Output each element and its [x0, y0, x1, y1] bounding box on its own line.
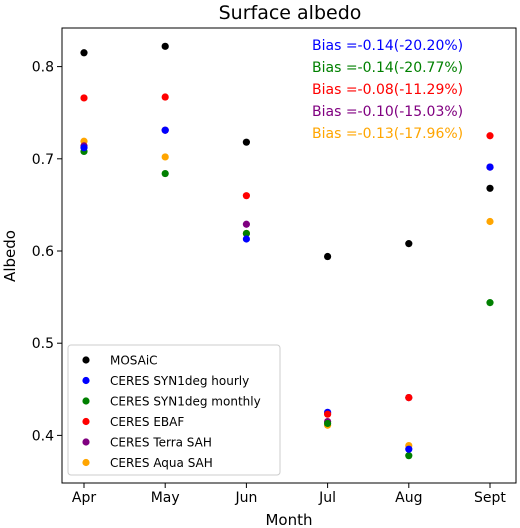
bias-annotation: Bias =-0.13(-17.96%) — [312, 126, 463, 142]
x-tick-label: Aug — [395, 490, 422, 506]
data-points — [80, 42, 494, 460]
point-ceres-ebaf — [486, 132, 494, 140]
point-ceres-ebaf — [324, 410, 332, 418]
point-mosaic — [405, 240, 413, 248]
point-ceres-ebaf — [405, 393, 413, 402]
point-mosaic — [486, 184, 494, 192]
y-tick-label: 0.7 — [32, 152, 54, 168]
point-ceres-syn1deg-hourly — [161, 126, 169, 134]
legend-marker — [82, 417, 90, 426]
point-ceres-syn1deg-hourly — [486, 163, 494, 171]
y-tick-label: 0.5 — [32, 336, 54, 352]
legend: MOSAiC CERES SYN1deg hourly CERES SYN1deg … — [67, 344, 281, 476]
y-tick-label: 0.6 — [32, 244, 54, 260]
legend-label: CERES SYN1deg hourly — [110, 374, 249, 388]
point-ceres-ebaf — [80, 94, 88, 102]
legend-label: CERES EBAF — [110, 415, 184, 429]
legend-label: CERES SYN1deg monthly — [110, 395, 261, 409]
point-ceres-syn1deg-hourly — [242, 235, 250, 243]
point-mosaic — [324, 252, 332, 261]
x-tick-label: Jul — [318, 490, 336, 506]
point-mosaic — [161, 42, 169, 50]
bias-annotation: Bias =-0.14(-20.77%) — [312, 60, 463, 76]
x-tick-label: Apr — [72, 490, 96, 506]
point-ceres-syn1deg-monthly — [324, 419, 332, 428]
point-ceres-ebaf — [161, 93, 169, 101]
bias-annotations: Bias =-0.14(-20.20%) Bias =-0.14(-20.77%)… — [312, 38, 463, 142]
point-ceres-terra-sah — [242, 220, 250, 228]
x-tick-label: Sept — [474, 490, 506, 506]
point-ceres-syn1deg-monthly — [486, 299, 494, 307]
y-tick-label: 0.8 — [32, 60, 54, 76]
bias-annotation: Bias =-0.14(-20.20%) — [312, 38, 463, 54]
legend-marker — [82, 356, 90, 364]
point-ceres-syn1deg-hourly — [405, 445, 413, 453]
point-ceres-ebaf — [242, 192, 250, 200]
point-ceres-syn1deg-monthly — [405, 452, 413, 460]
x-tick-label: May — [151, 490, 180, 506]
point-mosaic — [80, 49, 88, 57]
legend-marker — [82, 438, 90, 446]
bias-annotation: Bias =-0.08(-11.29%) — [312, 82, 463, 98]
legend-marker — [82, 376, 90, 385]
point-mosaic — [242, 138, 250, 146]
plot-frame — [61, 27, 517, 484]
legend-box — [67, 344, 281, 476]
bias-annotation: Bias =-0.10(-15.03%) — [312, 104, 463, 120]
point-ceres-syn1deg-monthly — [161, 169, 169, 178]
x-axis: Apr May Jun Jul Aug Sept — [72, 483, 506, 506]
point-ceres-aqua-sah — [161, 153, 169, 161]
x-tick-label: Jun — [234, 490, 257, 506]
y-tick-label: 0.4 — [32, 428, 54, 444]
legend-label: CERES Aqua SAH — [110, 456, 213, 470]
y-axis: 0.4 0.5 0.6 0.7 0.8 — [32, 60, 62, 444]
point-ceres-syn1deg-hourly — [80, 144, 88, 152]
y-axis-label: Albedo — [1, 230, 19, 282]
chart-title: Surface albedo — [219, 2, 362, 24]
legend-label: CERES Terra SAH — [110, 436, 212, 450]
x-axis-label: Month — [265, 511, 312, 528]
point-ceres-syn1deg-monthly — [242, 229, 250, 238]
legend-label: MOSAiC — [110, 354, 158, 368]
legend-marker — [82, 397, 90, 405]
point-ceres-aqua-sah — [486, 217, 494, 226]
legend-marker — [82, 458, 90, 467]
